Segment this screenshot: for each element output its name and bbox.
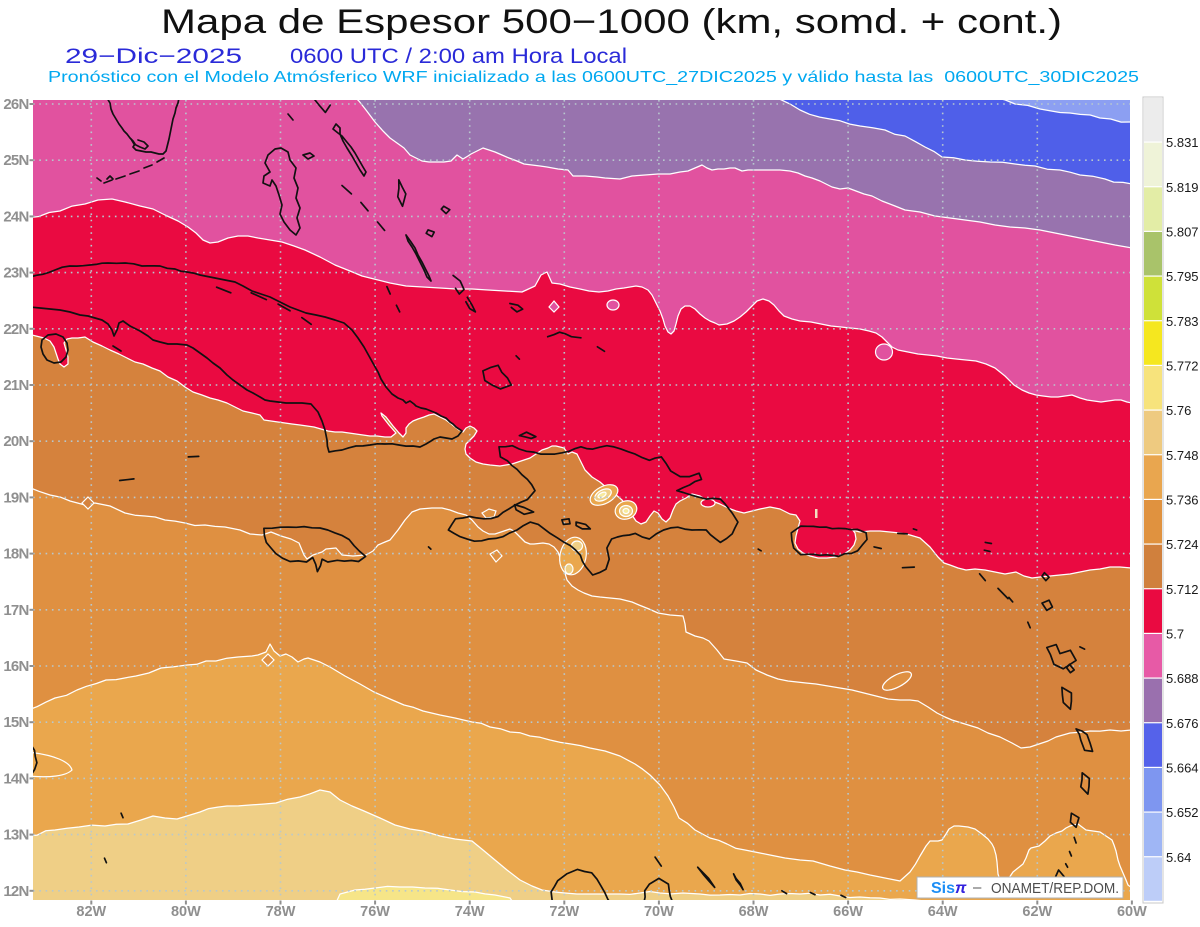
svg-text:26N: 26N	[3, 96, 28, 113]
svg-text:82W: 82W	[76, 904, 106, 920]
svg-text:5.807: 5.807	[1166, 225, 1199, 240]
svg-text:70W: 70W	[644, 904, 674, 920]
svg-text:12N: 12N	[3, 883, 28, 900]
svg-text:74W: 74W	[455, 904, 485, 920]
svg-text:ONAMET/REP.DOM.: ONAMET/REP.DOM.	[991, 880, 1119, 897]
svg-text:5.819: 5.819	[1166, 180, 1199, 195]
svg-text:5.724: 5.724	[1166, 537, 1199, 552]
svg-text:5.676: 5.676	[1166, 716, 1199, 731]
svg-text:20N: 20N	[3, 433, 28, 450]
svg-text:17N: 17N	[3, 602, 28, 619]
svg-text:5.652: 5.652	[1166, 805, 1199, 820]
svg-text:16N: 16N	[3, 658, 28, 675]
svg-text:13N: 13N	[3, 827, 28, 844]
svg-text:19N: 19N	[3, 489, 28, 506]
svg-text:68W: 68W	[739, 904, 769, 920]
svg-text:64W: 64W	[928, 904, 958, 920]
svg-text:78W: 78W	[266, 904, 296, 920]
svg-text:5.795: 5.795	[1166, 269, 1199, 284]
svg-text:5.7: 5.7	[1166, 627, 1184, 642]
svg-text:5.64: 5.64	[1166, 850, 1191, 865]
svg-text:5.748: 5.748	[1166, 448, 1199, 463]
svg-text:5.831: 5.831	[1166, 135, 1199, 150]
svg-text:76W: 76W	[360, 904, 390, 920]
svg-text:5.664: 5.664	[1166, 761, 1199, 776]
svg-text:80W: 80W	[171, 904, 201, 920]
svg-text:22N: 22N	[3, 321, 28, 338]
svg-text:5.76: 5.76	[1166, 403, 1191, 418]
svg-text:72W: 72W	[549, 904, 579, 920]
svg-text:23N: 23N	[3, 265, 28, 282]
svg-text:5.783: 5.783	[1166, 314, 1199, 329]
svg-text:5.712: 5.712	[1166, 582, 1199, 597]
svg-text:Pronóstico con el Modelo Atmós: Pronóstico con el Modelo Atmósferico WRF…	[48, 69, 1139, 86]
svg-text:5.772: 5.772	[1166, 359, 1199, 374]
svg-text:Mapa de Espesor 500−1000 (km,: Mapa de Espesor 500−1000 (km, somd. + co…	[161, 3, 1062, 41]
svg-text:60W: 60W	[1117, 904, 1147, 920]
svg-text:5.688: 5.688	[1166, 671, 1199, 686]
svg-text:21N: 21N	[3, 377, 28, 394]
svg-text:14N: 14N	[3, 770, 28, 787]
svg-text:29−Dic−2025: 29−Dic−2025	[65, 45, 242, 68]
svg-text:0600 UTC / 2:00 am Hora Local: 0600 UTC / 2:00 am Hora Local	[290, 45, 627, 68]
svg-text:66W: 66W	[833, 904, 863, 920]
svg-text:62W: 62W	[1022, 904, 1052, 920]
svg-text:–: –	[973, 879, 982, 896]
svg-text:15N: 15N	[3, 714, 28, 731]
svg-text:18N: 18N	[3, 546, 28, 563]
svg-text:Sisπ: Sisπ	[931, 880, 967, 897]
svg-text:24N: 24N	[3, 208, 28, 225]
svg-text:5.736: 5.736	[1166, 493, 1199, 508]
svg-text:25N: 25N	[3, 152, 28, 169]
